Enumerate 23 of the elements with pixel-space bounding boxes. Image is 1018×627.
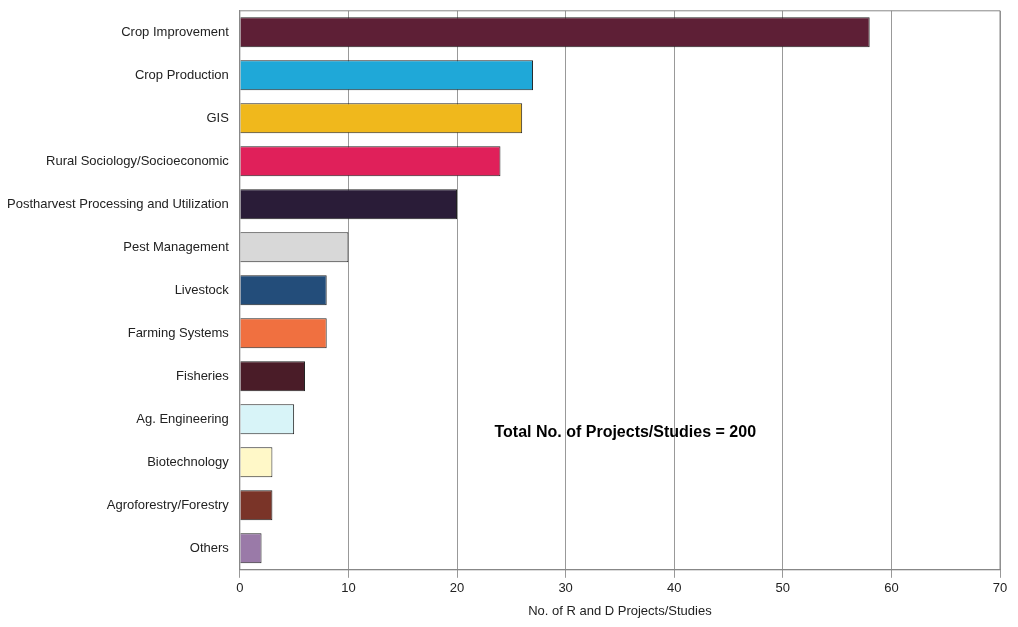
x-tick-label: 70	[992, 580, 1008, 596]
y-tick-label: Ag. Engineering	[136, 410, 229, 426]
x-tick-label: 10	[341, 580, 356, 596]
x-axis-title: No. of R and D Projects/Studies	[528, 602, 713, 618]
y-tick-label: Others	[189, 539, 230, 555]
y-tick-label: Fisheries	[176, 367, 230, 383]
x-tick-label: 30	[558, 580, 573, 596]
y-tick-label: Crop Improvement	[121, 23, 230, 39]
y-tick-label: Farming Systems	[127, 324, 230, 340]
annotation: Total No. of Projects/Studies = 200	[494, 423, 757, 441]
y-tick-label: Rural Sociology/Socioeconomic	[46, 152, 230, 168]
y-tick-label: Biotechnology	[147, 453, 230, 469]
x-tick-label: 50	[775, 580, 791, 596]
x-tick-label: 40	[666, 580, 682, 596]
x-tick-label: 60	[884, 580, 899, 596]
y-tick-label: Pest Management	[123, 238, 230, 254]
y-tick-label: Livestock	[174, 281, 230, 297]
x-tick-label: 0	[236, 580, 244, 596]
y-tick-label: Postharvest Processing and Utilization	[6, 195, 229, 211]
y-tick-label: GIS	[206, 109, 230, 125]
x-tick-label: 20	[449, 580, 465, 596]
y-tick-label: Crop Production	[134, 66, 229, 82]
y-tick-label: Agroforestry/Forestry	[106, 496, 230, 512]
